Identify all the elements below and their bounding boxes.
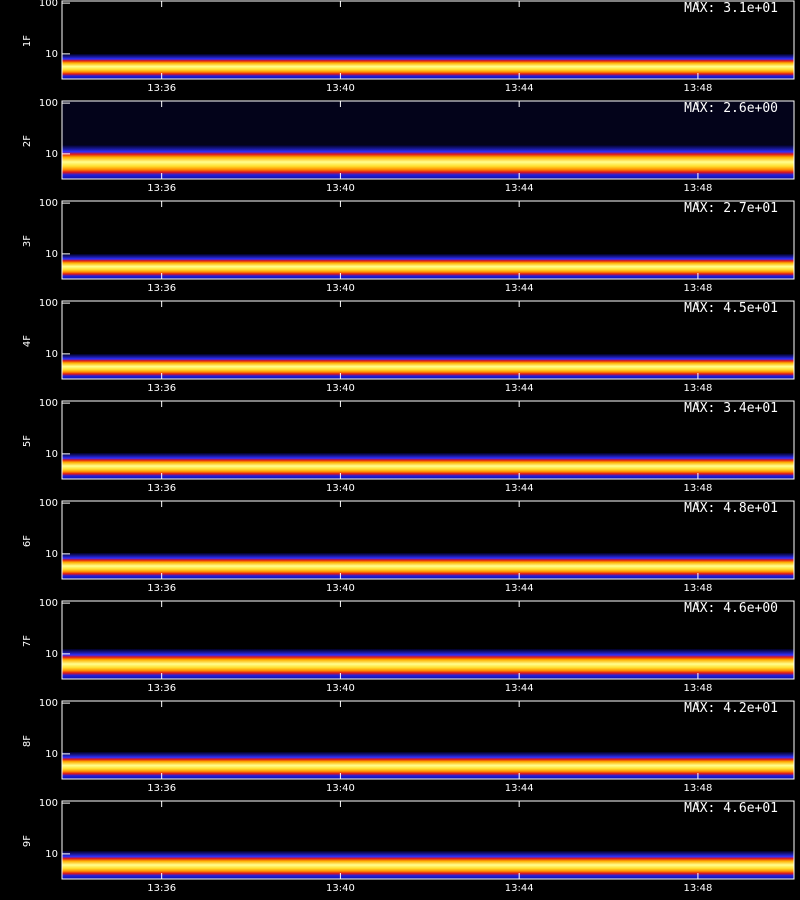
y-axis-label: 3F	[22, 235, 33, 247]
y-tick-label: 100	[39, 598, 58, 609]
x-tick-label: 13:40	[326, 883, 355, 894]
axis-frame	[61, 800, 795, 880]
x-tick-label: 13:36	[147, 83, 176, 94]
x-tick-label: 13:44	[505, 83, 534, 94]
y-tick-label: 10	[45, 149, 58, 160]
y-axis-label: 8F	[22, 735, 33, 747]
spectrogram-band	[62, 145, 794, 179]
spectrogram-band	[62, 453, 794, 479]
y-tick-label: 10	[45, 749, 58, 760]
axis-frame	[61, 700, 795, 780]
x-tick-label: 13:40	[326, 83, 355, 94]
y-tick-label: 10	[45, 49, 58, 60]
y-tick-label: 10	[45, 849, 58, 860]
max-annotation: MAX: 4.6e+01	[684, 801, 778, 816]
x-tick-label: 13:36	[147, 883, 176, 894]
x-tick-label: 13:48	[684, 183, 713, 194]
y-tick-label: 100	[39, 298, 58, 309]
max-annotation: MAX: 4.2e+01	[684, 701, 778, 716]
spectrogram-band	[62, 752, 794, 779]
x-tick-label: 13:44	[505, 583, 534, 594]
x-tick-label: 13:48	[684, 883, 713, 894]
x-tick-label: 13:36	[147, 283, 176, 294]
x-tick-label: 13:48	[684, 483, 713, 494]
max-annotation: MAX: 4.8e+01	[684, 501, 778, 516]
y-axis-label: 6F	[22, 535, 33, 547]
y-tick-label: 10	[45, 449, 58, 460]
x-tick-label: 13:48	[684, 683, 713, 694]
x-tick-label: 13:40	[326, 783, 355, 794]
x-tick-label: 13:40	[326, 383, 355, 394]
x-tick-label: 13:44	[505, 883, 534, 894]
spectrogram-band	[62, 254, 794, 279]
spectrogram-band	[62, 54, 794, 79]
x-tick-label: 13:36	[147, 183, 176, 194]
max-annotation: MAX: 3.4e+01	[684, 401, 778, 416]
x-tick-label: 13:48	[684, 783, 713, 794]
spectrogram-band	[62, 649, 794, 679]
max-annotation: MAX: 2.7e+01	[684, 201, 778, 216]
x-tick-label: 13:40	[326, 183, 355, 194]
y-axis-label: 5F	[22, 435, 33, 447]
y-tick-label: 10	[45, 349, 58, 360]
x-tick-label: 13:36	[147, 383, 176, 394]
x-tick-label: 13:36	[147, 483, 176, 494]
plot-haze	[62, 101, 794, 145]
x-tick-label: 13:48	[684, 383, 713, 394]
x-tick-label: 13:44	[505, 283, 534, 294]
y-tick-label: 100	[39, 798, 58, 809]
spectrogram-band	[62, 553, 794, 579]
spectrogram-band	[62, 851, 794, 879]
spectrogram-band	[62, 354, 794, 379]
x-tick-label: 13:40	[326, 283, 355, 294]
axis-frame	[61, 400, 795, 480]
axis-frame	[61, 0, 795, 80]
x-tick-label: 13:44	[505, 683, 534, 694]
x-tick-label: 13:36	[147, 783, 176, 794]
y-tick-label: 10	[45, 249, 58, 260]
y-axis-label: 2F	[22, 135, 33, 147]
y-tick-label: 100	[39, 0, 58, 9]
y-axis-label: 7F	[22, 635, 33, 647]
x-tick-label: 13:40	[326, 483, 355, 494]
y-tick-label: 100	[39, 98, 58, 109]
y-tick-label: 100	[39, 498, 58, 509]
axis-frame	[61, 500, 795, 580]
max-annotation: MAX: 4.6e+00	[684, 601, 778, 616]
y-tick-label: 10	[45, 649, 58, 660]
x-tick-label: 13:44	[505, 383, 534, 394]
axis-frame	[61, 600, 795, 680]
y-axis-label: 4F	[22, 335, 33, 347]
axis-frame	[61, 200, 795, 280]
max-annotation: MAX: 3.1e+01	[684, 1, 778, 16]
x-tick-label: 13:36	[147, 583, 176, 594]
x-tick-label: 13:44	[505, 783, 534, 794]
y-tick-label: 100	[39, 398, 58, 409]
axis-frame	[61, 100, 795, 180]
x-tick-label: 13:48	[684, 583, 713, 594]
y-tick-label: 100	[39, 198, 58, 209]
x-tick-label: 13:44	[505, 483, 534, 494]
max-annotation: MAX: 2.6e+00	[684, 101, 778, 116]
axis-frame	[61, 300, 795, 380]
x-tick-label: 13:40	[326, 583, 355, 594]
x-tick-label: 13:44	[505, 183, 534, 194]
max-annotation: MAX: 4.5e+01	[684, 301, 778, 316]
x-tick-label: 13:48	[684, 83, 713, 94]
x-tick-label: 13:40	[326, 683, 355, 694]
y-axis-label: 1F	[22, 35, 33, 47]
y-tick-label: 100	[39, 698, 58, 709]
x-tick-label: 13:36	[147, 683, 176, 694]
x-tick-label: 13:48	[684, 283, 713, 294]
y-axis-label: 9F	[22, 835, 33, 847]
y-tick-label: 10	[45, 549, 58, 560]
